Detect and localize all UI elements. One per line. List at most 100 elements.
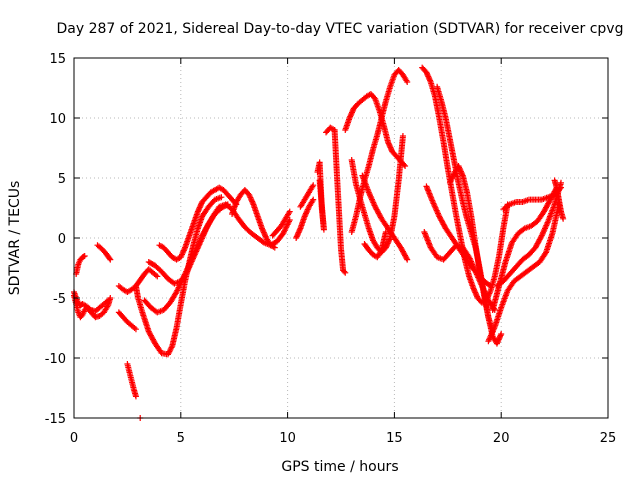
- series-30: [489, 184, 560, 313]
- data-point: [449, 172, 456, 179]
- data-point: [294, 230, 301, 237]
- data-point: [247, 194, 254, 201]
- data-point: [347, 113, 354, 120]
- y-tick-label: -15: [45, 412, 66, 427]
- data-point: [286, 217, 293, 223]
- data-point: [303, 209, 310, 216]
- data-point: [348, 110, 355, 117]
- data-point: [302, 212, 309, 219]
- data-point: [294, 232, 301, 239]
- data-point: [197, 203, 204, 210]
- data-point: [494, 339, 501, 346]
- data-point: [493, 340, 500, 347]
- data-point: [310, 196, 317, 203]
- data-point: [456, 164, 463, 171]
- data-point: [248, 197, 255, 204]
- data-point: [388, 145, 395, 152]
- data-point: [132, 393, 139, 400]
- data-point: [456, 165, 463, 172]
- data-point: [425, 74, 432, 81]
- data-point: [249, 198, 256, 205]
- data-point: [423, 69, 430, 76]
- data-point: [424, 70, 431, 77]
- y-tick-label: 0: [58, 232, 66, 247]
- data-point: [342, 269, 349, 276]
- data-point: [496, 335, 503, 342]
- data-point: [382, 229, 389, 235]
- data-point: [446, 179, 453, 186]
- data-point: [246, 193, 253, 200]
- data-point: [386, 141, 393, 148]
- series-23: [361, 229, 389, 261]
- x-axis-title: GPS time / hours: [281, 459, 398, 475]
- data-point: [471, 286, 478, 293]
- data-point: [293, 235, 300, 241]
- data-point: [448, 175, 455, 182]
- data-point: [196, 204, 203, 211]
- data-point: [246, 191, 253, 198]
- data-point: [304, 207, 311, 214]
- series-18: [331, 127, 349, 276]
- data-point: [402, 163, 409, 169]
- grid: [74, 58, 608, 418]
- series-22: [359, 172, 411, 263]
- y-tick-label: 10: [49, 112, 66, 127]
- data-point: [384, 241, 391, 248]
- series-14: [269, 208, 293, 239]
- data-point: [218, 194, 225, 201]
- data-point: [455, 163, 462, 169]
- series-5: [115, 266, 161, 295]
- data-point: [105, 297, 112, 304]
- data-point: [472, 290, 479, 297]
- data-point: [331, 127, 338, 133]
- data-point: [560, 215, 567, 222]
- data-point: [386, 236, 393, 243]
- series-4: [94, 242, 114, 263]
- x-tick-label: 0: [70, 431, 78, 446]
- series-13: [229, 187, 278, 251]
- data-point: [316, 177, 323, 184]
- data-point: [558, 179, 565, 186]
- data-point: [179, 250, 186, 257]
- data-point: [457, 168, 464, 175]
- series-34: [323, 124, 338, 136]
- data-point: [447, 178, 454, 185]
- data-point: [386, 143, 393, 150]
- data-point: [486, 282, 493, 289]
- data-point: [261, 230, 268, 237]
- data-point: [259, 226, 266, 233]
- series-3: [73, 253, 88, 277]
- data-points: [71, 64, 567, 421]
- data-point: [426, 76, 433, 83]
- series-15: [297, 182, 317, 210]
- data-point: [271, 244, 278, 251]
- data-point: [458, 169, 465, 176]
- series-21: [348, 133, 406, 256]
- data-point: [383, 243, 390, 250]
- data-point: [425, 73, 432, 80]
- data-point: [295, 229, 302, 236]
- data-point: [403, 255, 410, 262]
- data-point: [178, 252, 185, 259]
- data-point: [448, 177, 455, 184]
- data-point: [471, 288, 478, 295]
- series-6: [115, 309, 139, 333]
- data-point: [496, 333, 503, 340]
- data-point: [296, 228, 303, 235]
- series-17: [314, 159, 327, 233]
- data-point: [132, 326, 139, 333]
- series-20: [348, 67, 411, 235]
- data-point: [404, 79, 411, 85]
- series-32: [493, 179, 565, 289]
- data-point: [180, 248, 187, 255]
- data-point: [384, 139, 391, 145]
- data-point: [487, 283, 494, 289]
- chart-title: Day 287 of 2021, Sidereal Day-to-day VTE…: [57, 21, 624, 37]
- data-point: [457, 167, 464, 174]
- data-point: [470, 285, 477, 292]
- data-point: [459, 171, 466, 178]
- data-point: [497, 332, 504, 339]
- data-point: [197, 201, 204, 208]
- data-point: [387, 144, 394, 151]
